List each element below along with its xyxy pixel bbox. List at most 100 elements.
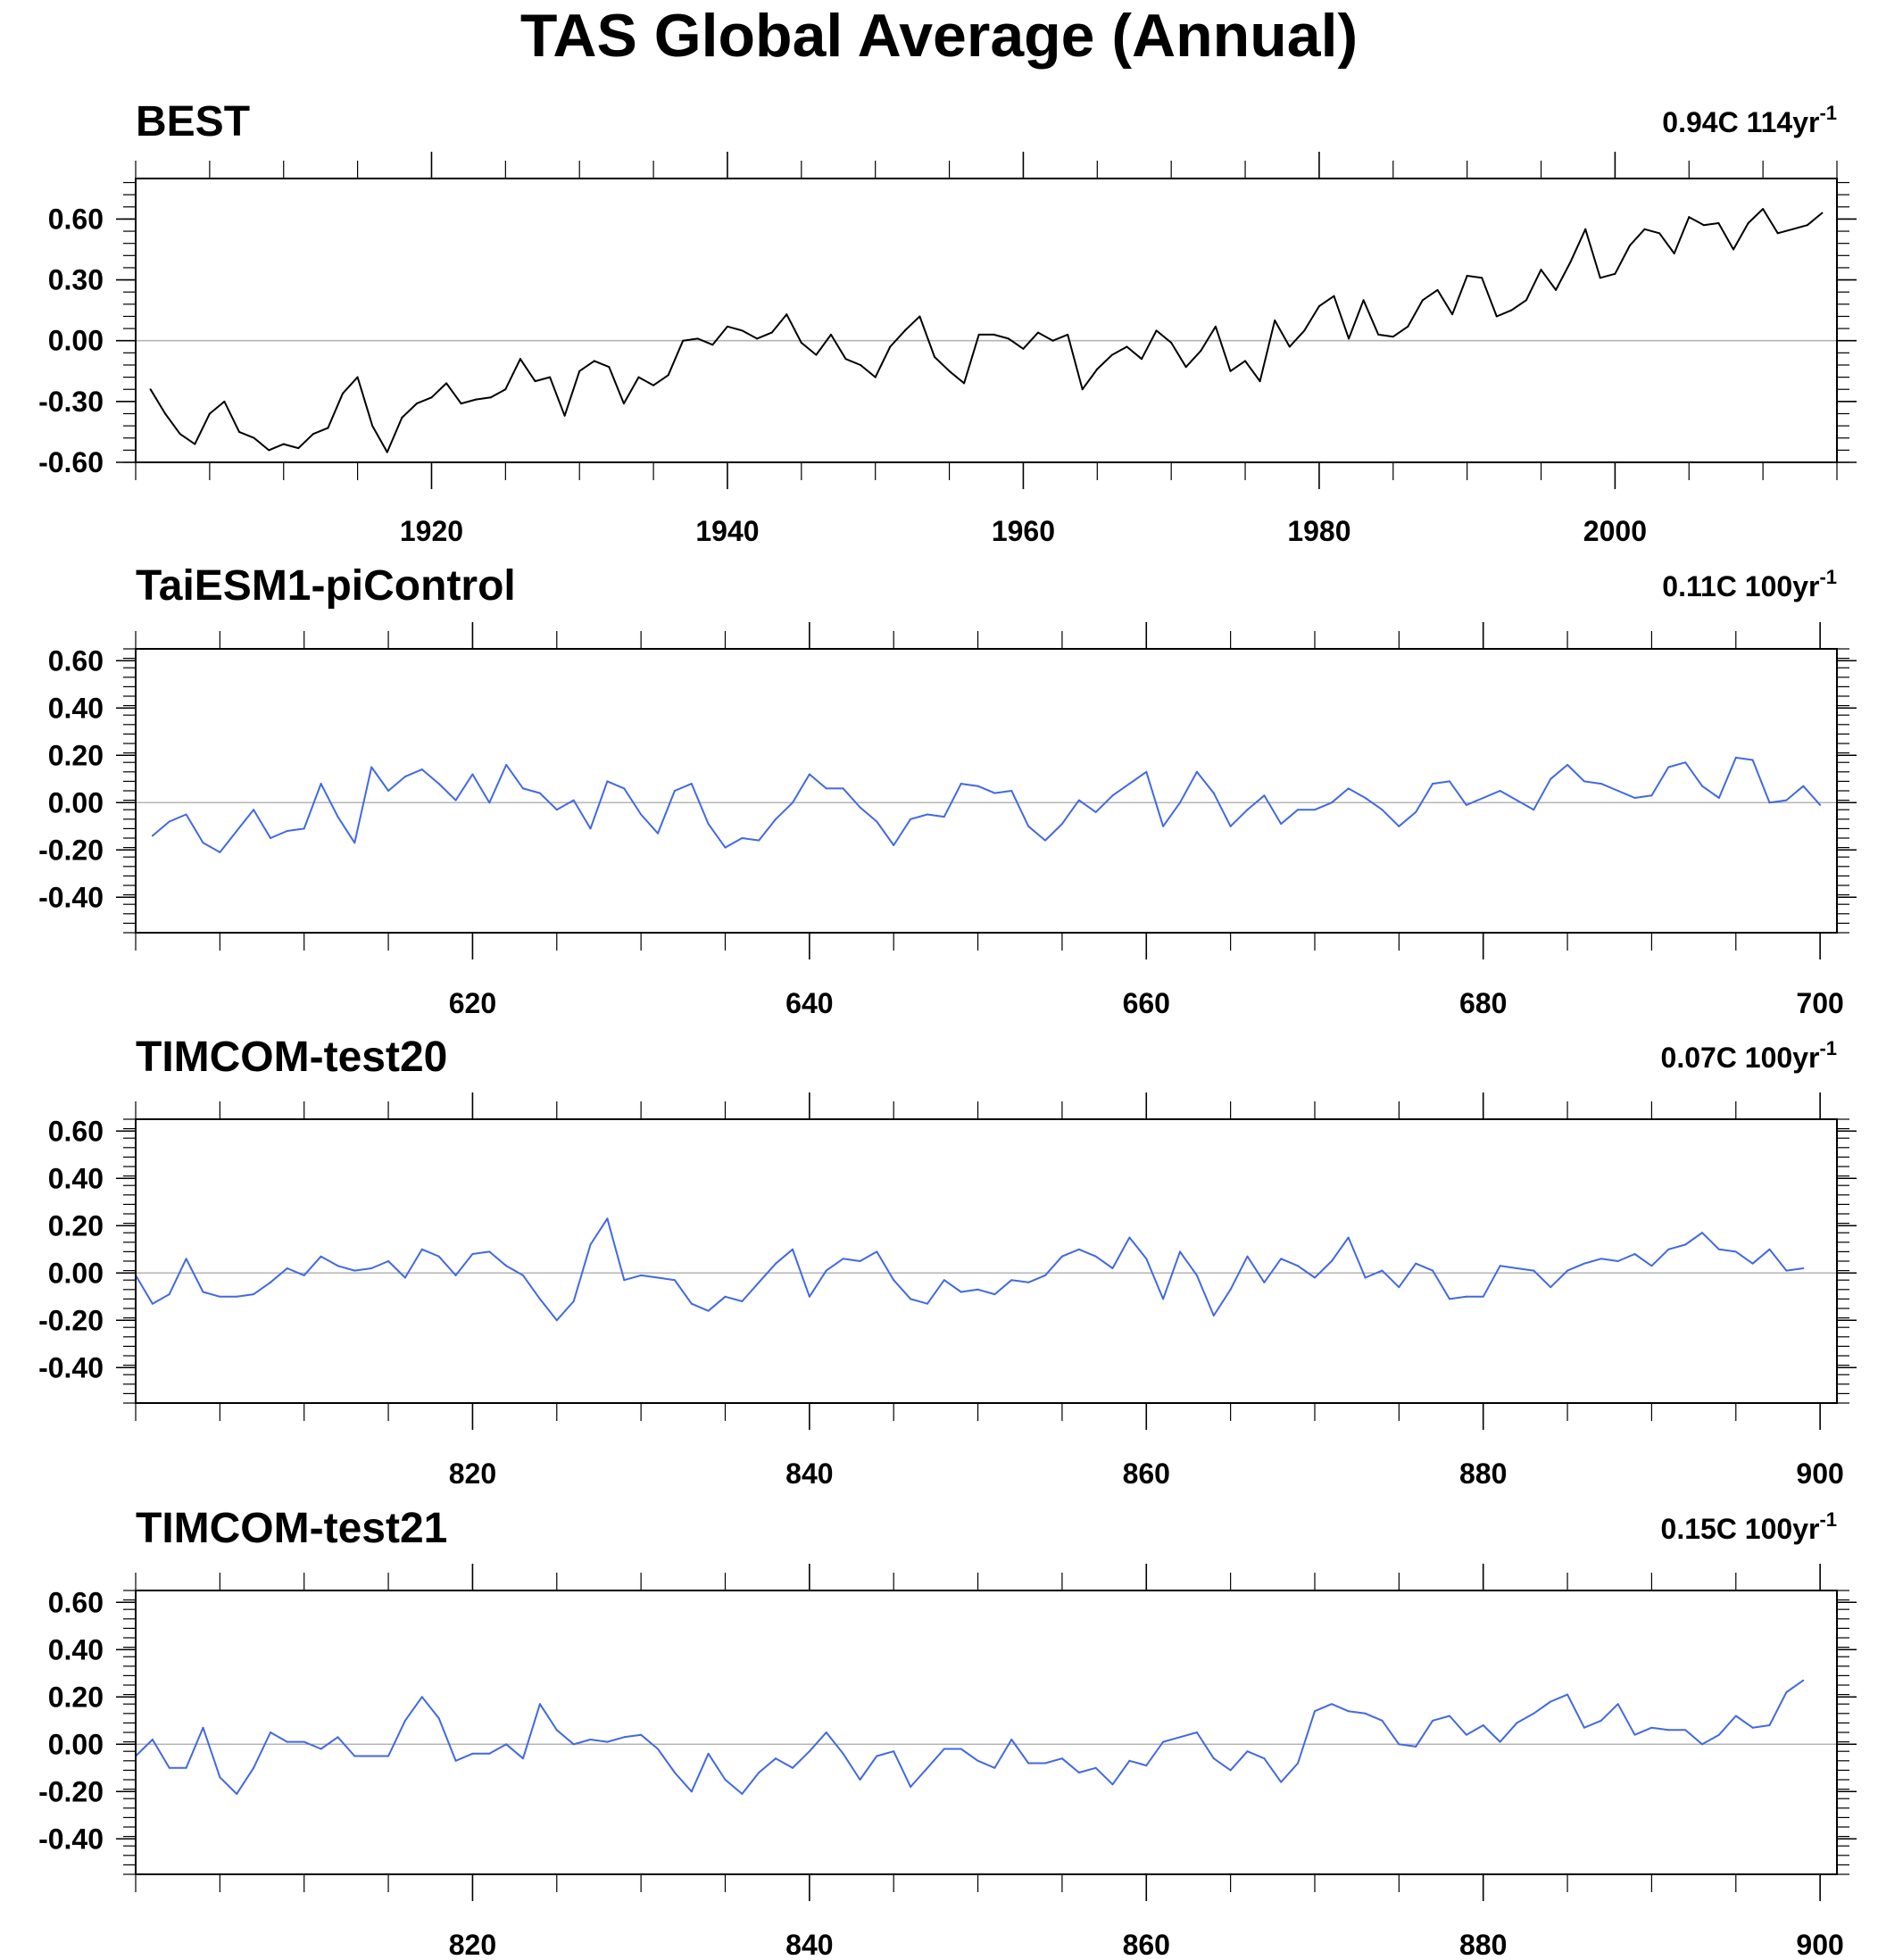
data-point	[572, 1743, 575, 1746]
data-point	[179, 433, 181, 436]
data-point	[538, 1298, 541, 1300]
data-point	[859, 1260, 861, 1262]
data-point	[1044, 1762, 1047, 1765]
data-point	[549, 376, 552, 378]
data-point	[437, 1255, 440, 1258]
plot-frame	[135, 648, 1838, 934]
data-point	[876, 1250, 878, 1253]
data-point	[1407, 325, 1409, 328]
data-point	[538, 792, 541, 794]
chart-panel-1: BEST 0.94C 114yr-1 -0.60 -0.30 0.00 0.30 0.60 1…	[38, 98, 1857, 547]
data-point	[1364, 796, 1367, 799]
data-point	[1583, 780, 1585, 783]
data-point	[1495, 315, 1498, 318]
data-point	[1451, 313, 1454, 316]
data-point	[185, 1766, 187, 1769]
data-point	[1330, 1703, 1333, 1706]
data-point	[1313, 809, 1316, 811]
data-point	[623, 1279, 626, 1282]
data-point	[1633, 796, 1636, 799]
x-tick-label: 860	[1123, 1458, 1170, 1490]
data-point	[1599, 277, 1601, 279]
data-point	[1525, 299, 1527, 302]
data-point	[842, 1258, 844, 1260]
data-point	[1155, 329, 1158, 332]
data-point	[1569, 261, 1572, 263]
data-point	[282, 443, 285, 445]
data-point	[1785, 799, 1788, 801]
data-point	[993, 1766, 996, 1769]
data-point	[1094, 810, 1097, 813]
data-point	[1077, 1772, 1080, 1774]
data-point	[1280, 1258, 1283, 1260]
data-point	[1583, 1726, 1585, 1729]
data-point	[1246, 1255, 1249, 1258]
data-point	[1060, 1255, 1063, 1258]
data-point	[1398, 1743, 1400, 1746]
data-point	[976, 785, 979, 787]
data-point	[1415, 1262, 1417, 1265]
data-point	[1717, 796, 1720, 799]
data-point	[1688, 216, 1691, 219]
data-point	[219, 1776, 221, 1779]
data-point	[420, 1248, 423, 1250]
data-point	[1510, 309, 1513, 311]
data-point	[637, 376, 640, 378]
data-point	[370, 1267, 373, 1269]
data-point	[1145, 1258, 1148, 1260]
data-point	[1179, 801, 1182, 804]
data-point	[893, 1750, 895, 1753]
data-point	[268, 449, 270, 452]
data-point	[386, 451, 388, 453]
data-point	[238, 430, 241, 433]
data-point	[893, 1279, 895, 1282]
chart-panel-3: TIMCOM-test20 0.07C 100yr-1 -0.40 -0.20 0.00…	[38, 1034, 1857, 1490]
data-point	[758, 1281, 760, 1283]
data-point	[1145, 770, 1148, 773]
data-point	[1550, 1286, 1552, 1289]
data-point	[1162, 825, 1165, 827]
chart-panel-2: TaiESM1-piControl 0.11C 100yr-1 -0.40 -0.20…	[38, 562, 1857, 1019]
data-point	[960, 783, 962, 785]
data-point	[791, 1766, 794, 1769]
trend-value: 0.15C 100yr	[1661, 1513, 1820, 1545]
data-point	[977, 333, 980, 336]
data-point	[842, 1752, 844, 1755]
data-point	[1229, 370, 1232, 372]
data-point	[808, 1295, 810, 1298]
data-point	[623, 1736, 626, 1739]
data-point	[758, 1772, 760, 1774]
data-point	[1584, 228, 1587, 230]
data-point	[1667, 1729, 1670, 1732]
data-point	[387, 1260, 390, 1262]
data-point	[445, 382, 448, 385]
data-point	[202, 1726, 204, 1729]
data-point	[356, 376, 359, 378]
data-point	[578, 370, 581, 372]
data-point	[960, 1291, 962, 1293]
data-point	[910, 818, 912, 820]
data-point	[1162, 1740, 1165, 1743]
x-tick-label: 880	[1459, 1458, 1507, 1490]
data-point	[926, 1766, 928, 1769]
data-point	[1734, 1715, 1737, 1717]
data-point	[926, 1302, 928, 1305]
data-point	[219, 851, 221, 853]
data-point	[1481, 277, 1483, 279]
x-tick-label: 820	[449, 1458, 496, 1490]
x-tick-label: 680	[1459, 987, 1507, 1019]
data-point	[505, 763, 508, 766]
data-point	[815, 353, 818, 356]
data-point	[489, 396, 492, 399]
data-point	[1195, 770, 1198, 773]
data-point	[1244, 360, 1247, 362]
data-point	[1465, 1295, 1467, 1298]
x-tick-label: 900	[1796, 1458, 1843, 1490]
y-tick-label: 0.30	[48, 264, 104, 296]
data-point	[1170, 341, 1173, 344]
data-point	[1482, 1295, 1484, 1298]
data-point	[707, 1309, 710, 1312]
data-point	[1195, 1732, 1198, 1733]
trend-exponent: -1	[1819, 566, 1837, 588]
data-point	[1128, 1759, 1131, 1762]
